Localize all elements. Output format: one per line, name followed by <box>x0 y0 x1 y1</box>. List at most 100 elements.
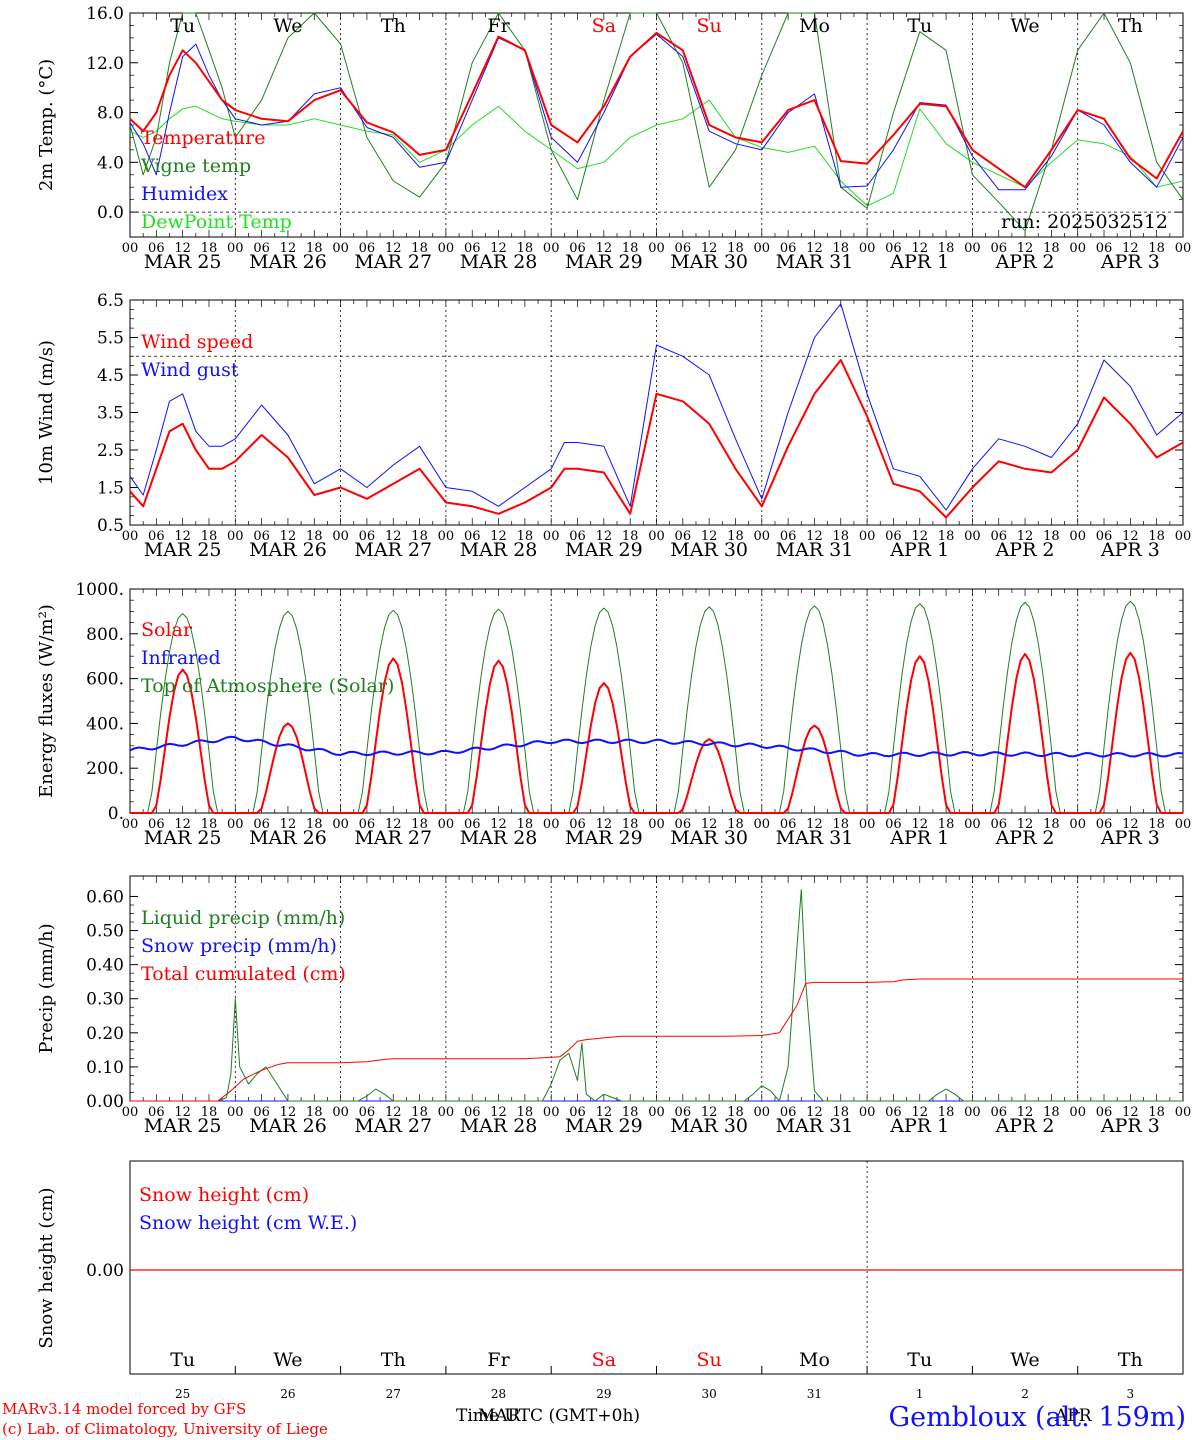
hour-tick-label: 12 <box>1017 241 1034 256</box>
hour-tick-label: 12 <box>806 817 823 832</box>
hour-tick-label: 12 <box>806 241 823 256</box>
hour-tick-label: 12 <box>385 241 402 256</box>
day-name-bottom: Th <box>1118 1349 1143 1371</box>
bottom-month-apr: APR <box>1055 1406 1092 1426</box>
hour-tick-label: 06 <box>148 1105 165 1120</box>
y-tick-label-1: 16.0 <box>86 4 124 24</box>
hour-tick-label: 18 <box>622 529 639 544</box>
legend-3-1: Infrared <box>141 647 221 669</box>
hour-tick-label: 18 <box>1043 817 1060 832</box>
hour-tick-label: 18 <box>938 817 955 832</box>
hour-tick-label: 06 <box>885 241 902 256</box>
hour-tick-label: 00 <box>754 241 771 256</box>
day-name-top: We <box>1010 15 1039 37</box>
hour-tick-label: 06 <box>148 241 165 256</box>
y-tick-label-2: 2.5 <box>97 441 124 461</box>
hour-tick-label: 06 <box>464 1105 481 1120</box>
date-label: APR 3 <box>1100 251 1160 273</box>
day-number: 28 <box>491 1387 506 1401</box>
hour-tick-label: 06 <box>1096 241 1113 256</box>
hour-tick-label: 00 <box>543 529 560 544</box>
hour-tick-label: 12 <box>280 817 297 832</box>
hour-tick-label: 18 <box>1043 241 1060 256</box>
hour-tick-label: 18 <box>1148 817 1165 832</box>
hour-tick-label: 12 <box>596 529 613 544</box>
hour-tick-label: 18 <box>411 529 428 544</box>
hour-tick-label: 18 <box>938 241 955 256</box>
hour-tick-label: 00 <box>964 1105 981 1120</box>
date-label: MAR 27 <box>354 827 432 849</box>
model-credit: MARv3.14 model forced by GFS <box>2 1400 247 1418</box>
hour-tick-label: 00 <box>438 817 455 832</box>
hour-tick-label: 06 <box>990 529 1007 544</box>
hour-tick-label: 06 <box>1096 529 1113 544</box>
day-name-top: Sa <box>592 15 616 37</box>
y-tick-label-3: 1000. <box>75 580 124 600</box>
hour-tick-label: 18 <box>833 1105 850 1120</box>
hour-tick-label: 00 <box>543 1105 560 1120</box>
hour-tick-label: 00 <box>227 817 244 832</box>
hour-tick-label: 12 <box>911 817 928 832</box>
legend-1-2: Humidex <box>141 183 228 205</box>
hour-tick-label: 18 <box>411 241 428 256</box>
hour-tick-label: 00 <box>754 817 771 832</box>
hour-tick-label: 18 <box>938 1105 955 1120</box>
legend-2-0: Wind speed <box>141 331 253 353</box>
hour-tick-label: 18 <box>201 529 218 544</box>
hour-tick-label: 18 <box>411 1105 428 1120</box>
date-label: MAR 31 <box>776 1115 854 1137</box>
date-label: APR 2 <box>995 827 1055 849</box>
hour-tick-label: 12 <box>174 817 191 832</box>
y-tick-label-2: 5.5 <box>97 329 124 349</box>
hour-tick-label: 00 <box>859 1105 876 1120</box>
hour-tick-label: 12 <box>490 817 507 832</box>
hour-tick-label: 06 <box>464 529 481 544</box>
date-label: APR 3 <box>1100 1115 1160 1137</box>
date-label: MAR 28 <box>460 1115 538 1137</box>
day-name-top: Mo <box>799 15 830 37</box>
hour-tick-label: 12 <box>596 1105 613 1120</box>
hour-tick-label: 18 <box>1043 529 1060 544</box>
date-label: MAR 31 <box>776 251 854 273</box>
series-temperature <box>129 31 1184 189</box>
hour-tick-label: 12 <box>701 529 718 544</box>
legend-1-3: DewPoint Temp <box>141 211 292 233</box>
hour-tick-label: 12 <box>806 529 823 544</box>
y-tick-label-5: 0.00 <box>86 1261 124 1281</box>
hour-tick-label: 12 <box>1017 817 1034 832</box>
y-tick-label-4: 0.40 <box>86 956 124 976</box>
day-name-bottom: Fr <box>487 1349 510 1371</box>
day-number: 29 <box>596 1387 611 1401</box>
hour-tick-label: 18 <box>622 817 639 832</box>
hour-tick-label: 06 <box>253 817 270 832</box>
hour-tick-label: 18 <box>833 529 850 544</box>
hour-tick-label: 00 <box>859 241 876 256</box>
hour-tick-label: 00 <box>648 1105 665 1120</box>
hour-tick-label: 00 <box>964 529 981 544</box>
hour-tick-label: 06 <box>569 1105 586 1120</box>
date-label: MAR 25 <box>144 251 222 273</box>
hour-tick-label: 18 <box>1148 529 1165 544</box>
hour-tick-label: 12 <box>280 241 297 256</box>
series-infrared <box>129 735 1184 758</box>
hour-tick-label: 06 <box>569 529 586 544</box>
hour-tick-label: 00 <box>122 1105 139 1120</box>
hour-tick-label: 06 <box>885 1105 902 1120</box>
hour-tick-label: 12 <box>596 817 613 832</box>
hour-tick-label: 00 <box>332 241 349 256</box>
hour-tick-label: 06 <box>1096 1105 1113 1120</box>
hour-tick-label: 00 <box>1175 1105 1192 1120</box>
date-label: MAR 27 <box>354 539 432 561</box>
hour-tick-label: 18 <box>306 241 323 256</box>
legend-4-2: Total cumulated (cm) <box>141 963 346 985</box>
day-name-bottom: Sa <box>592 1349 616 1371</box>
hour-tick-label: 06 <box>464 241 481 256</box>
hour-tick-label: 18 <box>517 1105 534 1120</box>
date-label: MAR 31 <box>776 539 854 561</box>
hour-tick-label: 12 <box>1122 241 1139 256</box>
legend-1-0: Temperature <box>141 127 265 149</box>
hour-tick-label: 06 <box>675 1105 692 1120</box>
series-total-cumulated <box>130 978 1183 1102</box>
y-axis-label-2: 10m Wind (m/s) <box>36 340 57 485</box>
day-name-top: Su <box>697 15 722 37</box>
